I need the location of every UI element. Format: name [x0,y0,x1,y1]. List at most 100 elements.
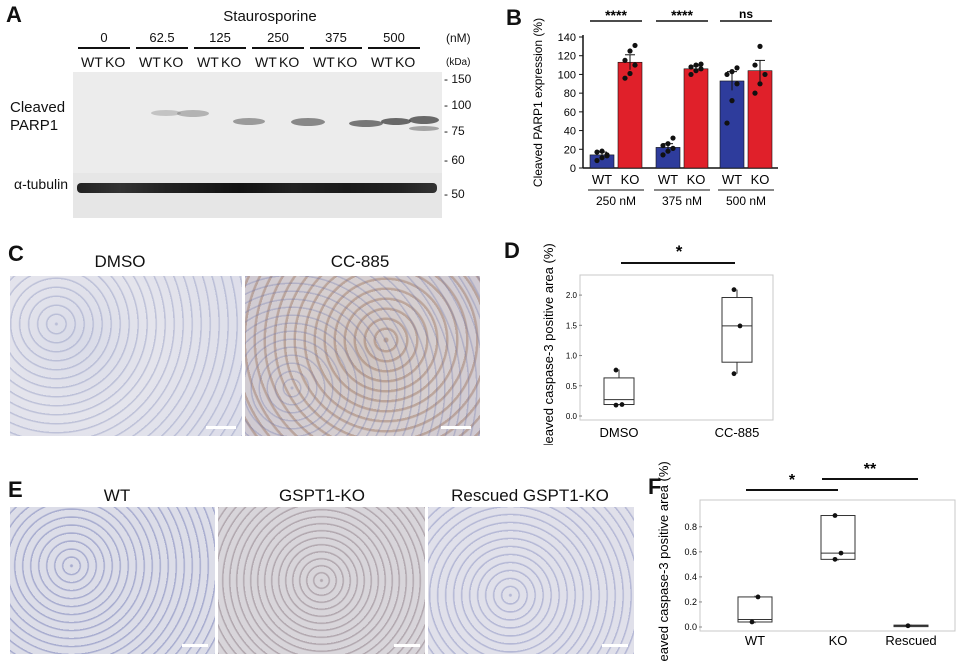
marker-label: - 150 [444,72,472,86]
x-category-label: KO [829,633,848,648]
genotype-label: KO [395,54,416,70]
y-tick-label: 0 [570,163,576,175]
data-point [693,68,699,74]
data-point [604,152,610,158]
data-point [670,145,676,151]
panel-label-d: D [504,238,520,263]
data-point [594,149,600,155]
y-tick-label: 1.5 [566,321,578,330]
panel-label-e: E [8,477,23,502]
gspt1-ko-title: GSPT1-KO [279,486,365,505]
significance-label: **** [605,7,627,23]
concentration-label: 62.5 [149,30,175,45]
data-point [698,61,704,67]
data-point [729,69,735,75]
box [603,377,635,406]
concentration-label: 375 [325,30,347,45]
data-point [729,98,735,104]
y-tick-label: 1.0 [566,352,578,361]
concentration-label: 500 [383,30,405,45]
data-point [749,619,755,625]
data-point [905,623,911,629]
box [820,515,856,560]
y-tick-label: 0.4 [684,572,697,582]
data-point [731,371,737,377]
data-point [688,64,694,70]
tubulin-label: α-tubulin [14,176,69,192]
y-tick-label: 0.8 [684,522,697,532]
scale-bar-c-right [441,426,471,429]
data-point [627,48,633,54]
group-label: 250 nM [596,194,636,208]
genotype-label: KO [279,54,300,70]
data-point [599,155,605,161]
caspase3-boxplot-d: 0.0 0.5 1.0 1.5 2.0 DMSO CC-885 Cleaved caspase… [541,242,774,445]
genotype-label: WT [371,54,393,70]
y-axis-title: Cleaved PARP1 expression (%) [531,18,545,187]
data-point [734,65,740,71]
genotype-label: KO [163,54,184,70]
genotype-label: WT [255,54,277,70]
genotype-label: KO [337,54,358,70]
data-point [660,142,666,149]
genotype-label: KO [105,54,126,70]
data-point [599,148,605,154]
bar-wt [719,80,745,169]
y-tick-label: 100 [558,69,576,81]
data-point [838,550,844,556]
cc885-ihc-image [245,276,480,436]
gspt1-ko-ihc-image [218,507,425,654]
genotype-label: WT [313,54,335,70]
cleaved-parp1-label-line1: Cleaved [10,99,66,116]
bar-ko [683,68,709,169]
data-point [755,594,761,600]
concentration-underline [136,47,188,49]
data-point [665,148,671,154]
wt-title: WT [103,486,131,505]
scale-bar-c-left [206,426,236,429]
y-tick-label: 2.0 [566,291,578,300]
x-category-label: WT [745,633,765,648]
marker-label: - 75 [444,124,465,138]
panel-label-a: A [6,2,22,27]
data-point [832,556,838,562]
concentration-underline [194,47,246,49]
concentration-label: 125 [209,30,231,45]
x-category-label: KO [621,172,640,187]
cc885-title: CC-885 [330,252,390,271]
genotype-label: WT [139,54,161,70]
data-point [632,42,638,49]
data-point [762,71,768,78]
data-point [670,135,676,141]
marker-label: - 100 [444,98,472,112]
genotype-label: KO [221,54,242,70]
y-tick-label: 0.0 [566,412,578,421]
significance-label: * [789,472,796,489]
tubulin-blot-image [73,173,442,218]
data-point [752,90,758,96]
concentration-underline [252,47,304,49]
concentration-underline [368,47,420,49]
data-point [622,57,628,63]
data-point [693,62,699,68]
concentration-label: 250 [267,30,289,45]
data-point [757,43,763,49]
marker-label: - 50 [444,187,465,201]
panel-label-b: B [506,5,522,30]
dmso-title: DMSO [94,252,146,271]
data-point [698,66,704,72]
bar-ko [747,70,773,169]
data-point [594,157,600,164]
plot-frame [579,274,774,421]
data-point [665,141,671,147]
x-category-label: KO [751,172,770,187]
x-category-label: DMSO [600,425,639,440]
y-tick-label: 20 [564,144,576,156]
wt-ihc-image [10,507,215,654]
y-tick-label: 0.0 [684,622,697,632]
rescued-ihc-image [428,507,634,654]
box [737,596,773,623]
significance-label: ns [739,7,753,21]
bar-ko [617,61,643,169]
x-category-label: WT [722,172,742,187]
